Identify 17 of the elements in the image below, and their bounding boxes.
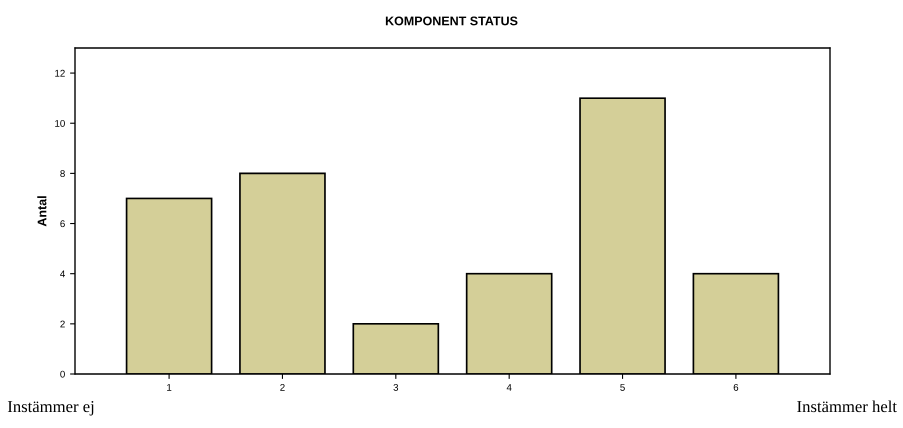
x-tick-label: 6 (734, 384, 738, 391)
text: Instämmer ej (8, 400, 94, 416)
x-tick-label: 4 (506, 384, 512, 391)
x-tick-label: 2 (280, 384, 285, 391)
y-axis-title: Antal (37, 196, 46, 226)
y-tick-label: 0 (60, 370, 65, 378)
y-tick-label: 2 (60, 320, 65, 328)
text: Instämmer helt (797, 400, 897, 412)
x-tick-label: 3 (393, 384, 398, 391)
x-tick-label: 5 (620, 384, 625, 391)
chart-title: KOMPONENT STATUS (386, 16, 518, 26)
y-tick-label: 8 (60, 170, 65, 178)
y-tick-label: 10 (55, 120, 65, 127)
y-tick-label: 6 (60, 220, 65, 228)
y-tick-label: 4 (60, 270, 65, 278)
x-tick-label: 1 (167, 384, 172, 391)
y-tick-label: 12 (55, 70, 65, 77)
